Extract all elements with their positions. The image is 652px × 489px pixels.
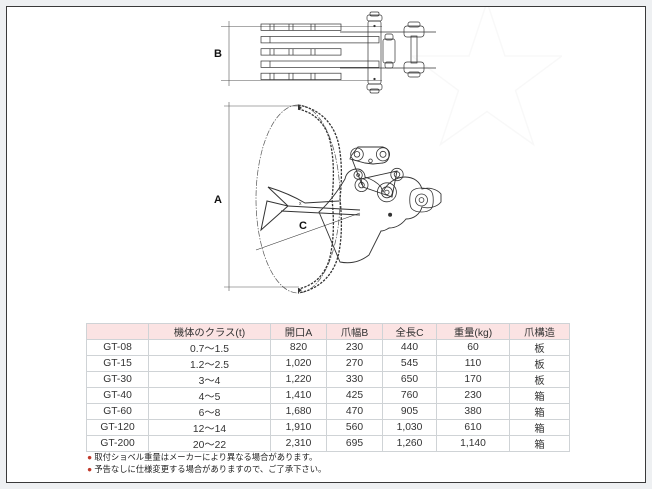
svg-text:x: x (299, 201, 302, 207)
svg-text:A: A (214, 194, 222, 206)
svg-text:C: C (299, 220, 307, 232)
svg-text:B: B (214, 48, 222, 60)
